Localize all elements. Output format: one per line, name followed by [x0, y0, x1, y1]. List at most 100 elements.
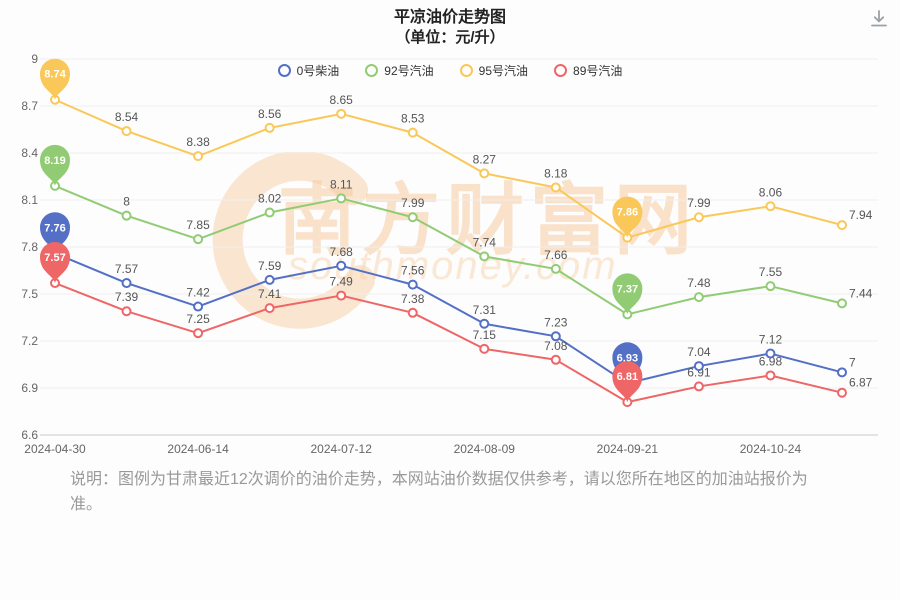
data-point	[336, 108, 347, 119]
data-point	[479, 343, 490, 354]
price-trend-chart[interactable]: 6.6 6.9 7.2 7.5 7.8 8.1 8.4 8.7 9 2024-04-30 2024-…	[0, 0, 900, 460]
svg-text:8.74: 8.74	[44, 69, 66, 81]
data-point	[264, 207, 275, 218]
data-point	[193, 301, 204, 312]
y-tick-label: 7.2	[21, 334, 38, 348]
y-tick-label: 8.7	[21, 99, 38, 113]
value-label: 7.66	[544, 248, 568, 262]
data-point	[121, 306, 132, 317]
data-point	[193, 234, 204, 245]
x-tick-label: 2024-09-21	[597, 442, 659, 456]
value-label: 6.91	[687, 365, 711, 379]
pin-marker: 7.76	[40, 212, 70, 254]
value-label: 8.02	[258, 192, 282, 206]
data-point	[837, 220, 847, 231]
value-label: 7.94	[849, 208, 873, 222]
data-point	[336, 193, 347, 204]
chart-subtitle: （单位：元/升）	[395, 29, 505, 46]
svg-text:6.93: 6.93	[617, 352, 638, 364]
data-point	[837, 298, 847, 309]
series-line	[54, 184, 843, 316]
series-line	[54, 282, 843, 404]
data-point	[693, 381, 704, 392]
value-label: 7.48	[687, 276, 711, 290]
pin-marker: 7.57	[40, 242, 70, 284]
legend-marker-icon	[365, 64, 379, 77]
data-point	[193, 328, 204, 339]
value-label: 8.11	[330, 177, 353, 191]
pin-marker: 7.86	[612, 196, 643, 238]
value-label: 6.98	[759, 354, 783, 368]
legend-item-diesel-0[interactable]: 0号柴油	[277, 62, 340, 79]
legend-item-gasoline-89[interactable]: 89号汽油	[554, 62, 622, 79]
value-label: 7.44	[849, 286, 873, 300]
value-label: 7.39	[115, 290, 139, 304]
value-label: 7.23	[544, 315, 568, 329]
value-label: 8.65	[330, 93, 354, 107]
value-label: 6.87	[849, 376, 873, 390]
legend-label: 92号汽油	[384, 64, 434, 78]
svg-text:7.76: 7.76	[44, 222, 65, 234]
y-tick-label: 8.1	[21, 193, 38, 207]
pin-marker: 7.37	[612, 273, 643, 315]
x-tick-label: 2024-04-30	[24, 442, 86, 456]
value-label: 7.15	[473, 328, 497, 342]
data-point	[693, 292, 704, 303]
y-tick-label: 7.8	[21, 240, 38, 254]
download-button[interactable]	[868, 8, 890, 30]
chart-title: 平凉油价走势图	[393, 9, 506, 26]
svg-text:7.86: 7.86	[617, 207, 638, 219]
x-tick-label: 2024-06-14	[167, 442, 229, 456]
data-point	[765, 201, 776, 212]
value-label: 8	[123, 195, 130, 209]
value-label: 7.25	[186, 312, 210, 326]
data-point	[121, 126, 132, 137]
svg-text:7.37: 7.37	[617, 283, 638, 295]
legend-label: 89号汽油	[573, 64, 623, 78]
legend: 0号柴油 92号汽油 95号汽油 89号汽油	[0, 62, 900, 79]
legend-label: 95号汽油	[478, 64, 529, 78]
data-point	[479, 318, 490, 329]
data-point	[765, 348, 776, 359]
value-label: 7.99	[687, 196, 711, 210]
value-label: 8.38	[186, 135, 210, 149]
y-tick-label: 9	[31, 52, 38, 66]
value-label: 7.38	[401, 292, 425, 306]
value-label: 8.53	[401, 112, 425, 126]
pin-marker: 8.74	[40, 58, 70, 100]
value-label: 8.54	[115, 110, 139, 124]
data-point	[193, 151, 204, 162]
value-label: 8.18	[544, 166, 568, 180]
value-label: 7.99	[401, 196, 425, 210]
pin-marker: 8.19	[40, 144, 70, 186]
data-point	[479, 168, 490, 179]
data-point	[479, 251, 490, 262]
value-label: 8.27	[473, 152, 497, 166]
value-label: 7.42	[186, 286, 210, 300]
data-point	[550, 263, 561, 274]
value-label: 7.55	[759, 265, 783, 279]
value-label: 7	[849, 355, 856, 369]
chart-header: 平凉油价走势图 （单位：元/升）	[0, 8, 900, 47]
legend-marker-icon	[277, 64, 291, 77]
legend-item-gasoline-92[interactable]: 92号汽油	[365, 62, 434, 79]
legend-label: 0号柴油	[296, 64, 340, 78]
value-label: 7.68	[330, 245, 354, 259]
data-point	[121, 278, 132, 289]
legend-item-gasoline-95[interactable]: 95号汽油	[459, 62, 529, 79]
data-point	[407, 127, 418, 138]
value-label: 7.41	[258, 287, 282, 301]
value-label: 8.56	[258, 107, 282, 121]
value-label: 7.04	[687, 345, 711, 359]
disclaimer-note: 说明：图例为甘肃最近12次调价的油价走势，本网站油价数据仅供参考，请以您所在地区…	[70, 471, 808, 513]
x-tick-label: 2024-07-12	[310, 442, 372, 456]
pin-marker: 6.81	[612, 361, 643, 403]
data-point	[765, 281, 776, 292]
y-tick-label: 8.4	[21, 146, 38, 160]
data-point	[765, 370, 776, 381]
data-point	[264, 303, 275, 314]
series-line	[54, 252, 843, 385]
data-point	[264, 274, 275, 285]
data-point	[336, 290, 347, 301]
